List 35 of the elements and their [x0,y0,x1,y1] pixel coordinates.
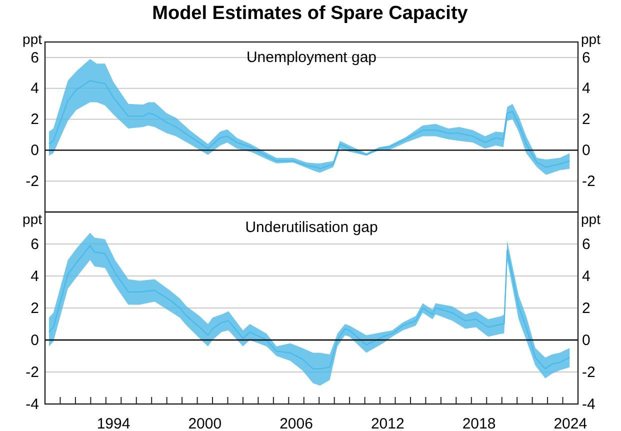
x-tick-label: 1994 [96,416,130,431]
y-tick-label: -2 [26,172,39,190]
y2-tick-label: 6 [582,236,590,253]
y-tick-label: -2 [26,364,39,381]
text: Underutilisation gap [245,219,378,236]
y-tick-label: 4 [30,268,39,285]
y-tick-label: 0 [30,332,39,349]
y-tick-label: 2 [30,300,39,317]
chart-title: Model Estimates of Spare Capacity [152,3,468,24]
y-tick-label: -4 [26,396,39,413]
x-tick-label: 2018 [462,416,496,431]
y-tick-label: 6 [30,49,39,66]
y2-tick-label: -2 [582,364,596,381]
y2-tick-label: -2 [582,172,596,190]
x-tick-label: 2012 [370,416,404,431]
y2-tick-label: 6 [582,49,590,66]
y-tick-label: 6 [30,236,39,253]
y2-tick-label: 2 [582,111,590,128]
y-tick-label: 2 [30,111,39,128]
y2-tick-label: 4 [582,80,590,98]
y-axis-title: ppt [22,31,42,47]
x-tick-label: 2024 [554,416,588,431]
x-tick-label: 2006 [280,416,313,431]
y2-tick-label: 0 [582,332,590,349]
y-tick-label: 0 [30,142,39,159]
y2-axis-title: ppt [581,211,601,227]
y-tick-label: 4 [30,80,39,98]
text: Unemployment gap [246,49,377,66]
y-axis-title: ppt [22,211,42,227]
y2-tick-label: 2 [582,300,590,317]
y2-tick-label: -4 [582,396,596,413]
y2-axis-title: ppt [581,31,601,47]
y2-tick-label: 0 [582,142,590,159]
y2-tick-label: 4 [582,268,590,285]
x-tick-label: 2000 [188,416,222,431]
